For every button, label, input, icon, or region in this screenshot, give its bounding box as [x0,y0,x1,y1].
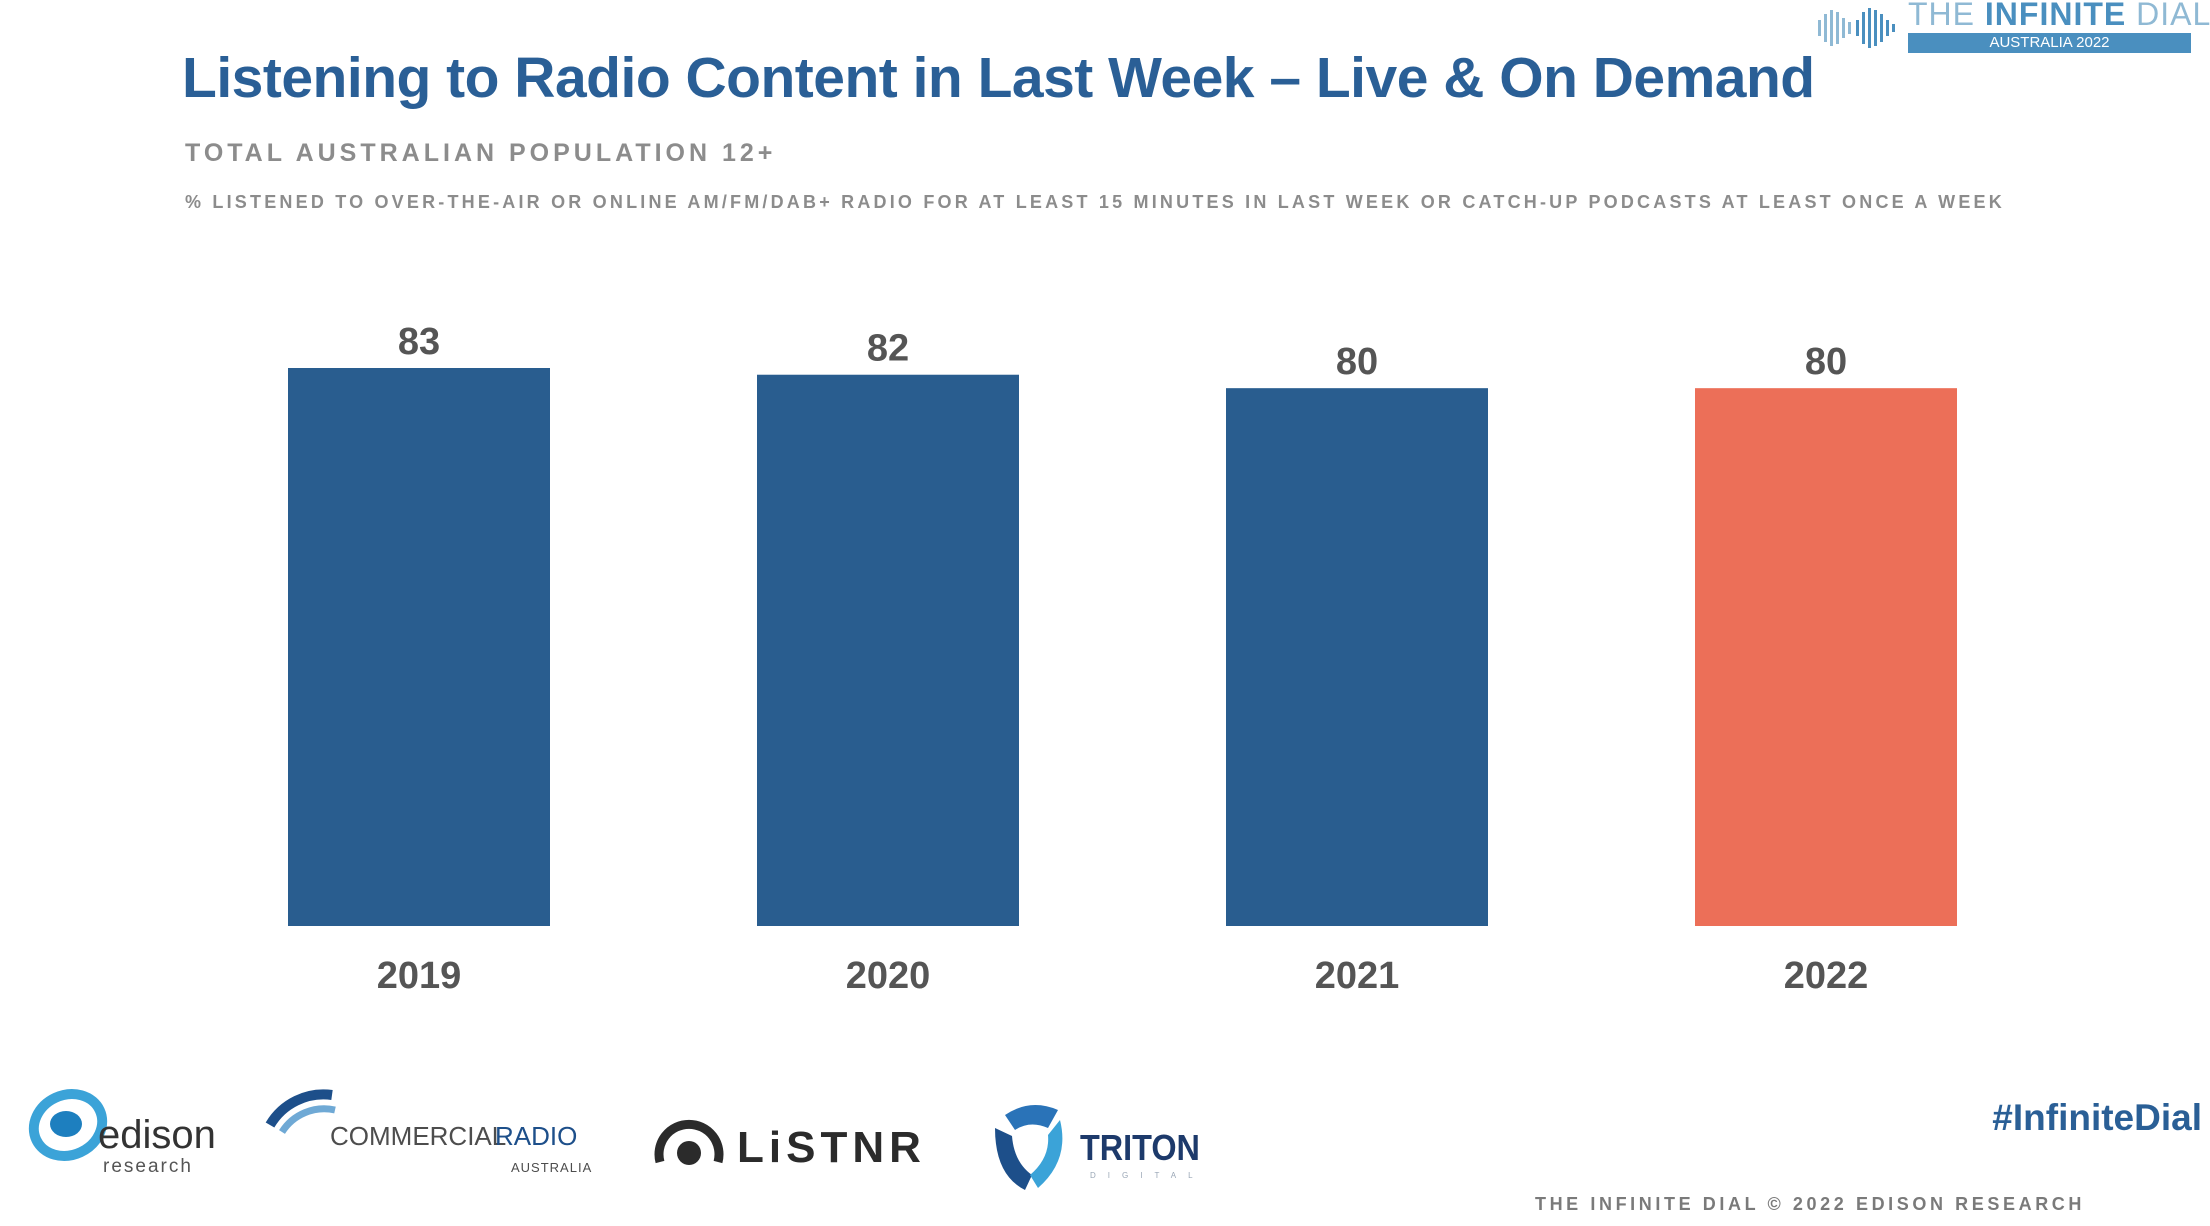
bar-2022 [1695,388,1957,926]
x-tick-label-2022: 2022 [1784,955,1869,997]
infinite-dial-logo-icon [1818,8,1895,48]
hashtag: #InfiniteDial [1992,1097,2202,1138]
triton-mark-icon [995,1128,1032,1190]
edison-wordmark: edison [98,1113,216,1157]
brand-infinite: INFINITE [1984,0,2127,32]
x-tick-label-2020: 2020 [846,955,931,997]
x-tick-label-2019: 2019 [377,955,462,997]
listnr-wordmark: LiSTNR [737,1123,926,1172]
radio-wave-icon [265,1089,333,1128]
partner-logos: edison research COMMERCIAL RADIO AUSTRAL… [28,1089,1205,1190]
data-label-2022: 80 [1805,341,1847,383]
triton-mark-icon [1005,1105,1058,1130]
bar-2021 [1226,388,1488,926]
edison-orbit-icon [28,1089,108,1161]
listnr-logo: LiSTNR [654,1119,926,1172]
cra-commercial: COMMERCIAL [330,1121,506,1151]
triton-mark-icon [1030,1120,1063,1188]
chart-subtitle: TOTAL AUSTRALIAN POPULATION 12+ [185,139,777,167]
chart-note: % LISTENED TO OVER-THE-AIR OR ONLINE AM/… [185,192,2005,212]
triton-wordmark: TRITON [1080,1128,1200,1168]
data-label-2021: 80 [1336,341,1378,383]
data-label-2020: 82 [867,328,909,370]
chart-title: Listening to Radio Content in Last Week … [182,46,1815,110]
brand-subtitle: AUSTRALIA 2022 [1908,33,2191,53]
brand-title: THE INFINITE DIAL [1908,0,2210,33]
x-tick-label-2021: 2021 [1315,955,1400,997]
radio-wave-icon [279,1105,336,1134]
edison-dot-icon [50,1111,82,1137]
commercial-radio-logo: COMMERCIAL RADIO AUSTRALIA [265,1089,592,1175]
brand-dial: DIAL [2136,0,2210,32]
bar-2020 [757,374,1019,926]
infinite-dial-brand: THE INFINITE DIAL AUSTRALIA 2022 [1816,0,2210,54]
cra-radio: RADIO [495,1121,577,1151]
listnr-dot-icon [677,1141,701,1165]
edison-subtitle: research [103,1156,193,1177]
edison-research-logo: edison research [28,1089,216,1177]
brand-the: THE [1908,0,1975,32]
footer-copyright: THE INFINITE DIAL © 2022 EDISON RESEARCH [1534,1194,2085,1214]
triton-digital-logo: TRITON DIGITAL [995,1105,1205,1190]
data-label-2019: 83 [398,321,440,363]
triton-subtitle: DIGITAL [1090,1171,1205,1180]
bar-2019 [288,368,550,926]
cra-australia: AUSTRALIA [511,1160,592,1175]
listnr-mark-icon [654,1119,724,1164]
